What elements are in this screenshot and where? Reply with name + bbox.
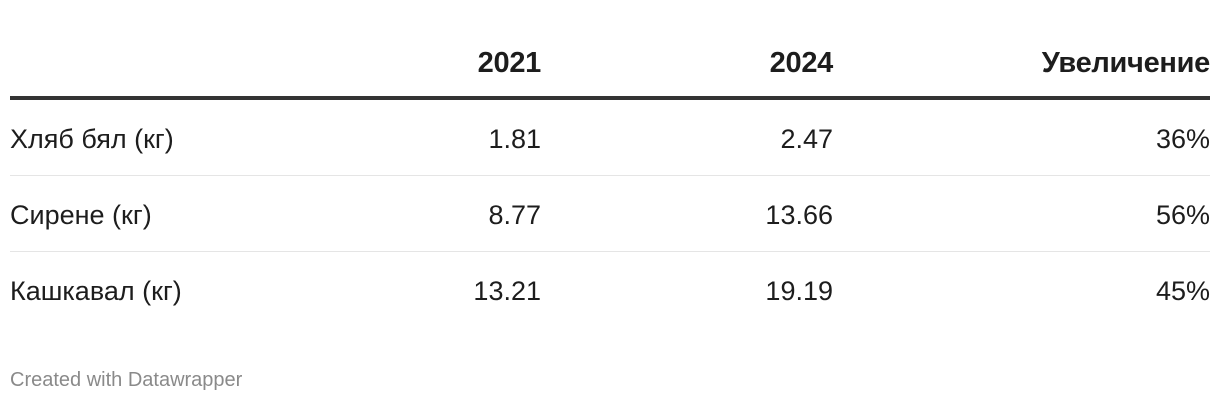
cell-2021: 8.77 (488, 200, 541, 230)
table-header: 2021 2024 Увеличение (10, 0, 1210, 100)
table-row: Сирене (кг) 8.77 13.66 56% (10, 176, 1210, 252)
cell-2021: 13.21 (473, 276, 541, 306)
cell-2024: 2.47 (780, 124, 833, 154)
row-label: Сирене (кг) (10, 200, 152, 230)
cell-increase: 45% (1155, 276, 1210, 306)
datawrapper-credit: Created with Datawrapper (10, 369, 243, 391)
header-2024: 2024 (769, 47, 834, 79)
cell-2024: 13.66 (765, 200, 833, 230)
table-row: Кашкавал (кг) 13.21 19.19 45% (10, 252, 1210, 328)
cell-increase: 36% (1155, 124, 1210, 154)
header-increase: Увеличение (1041, 47, 1211, 79)
cell-2021: 1.81 (488, 124, 541, 154)
cell-increase: 56% (1155, 200, 1210, 230)
header-2021: 2021 (477, 47, 542, 79)
data-table: 2021 2024 Увеличение Хляб бял (кг) 1.81 … (10, 0, 1210, 328)
row-label: Хляб бял (кг) (10, 124, 174, 154)
table-row: Хляб бял (кг) 1.81 2.47 36% (10, 100, 1210, 176)
cell-2024: 19.19 (765, 276, 833, 306)
row-label: Кашкавал (кг) (10, 276, 182, 306)
